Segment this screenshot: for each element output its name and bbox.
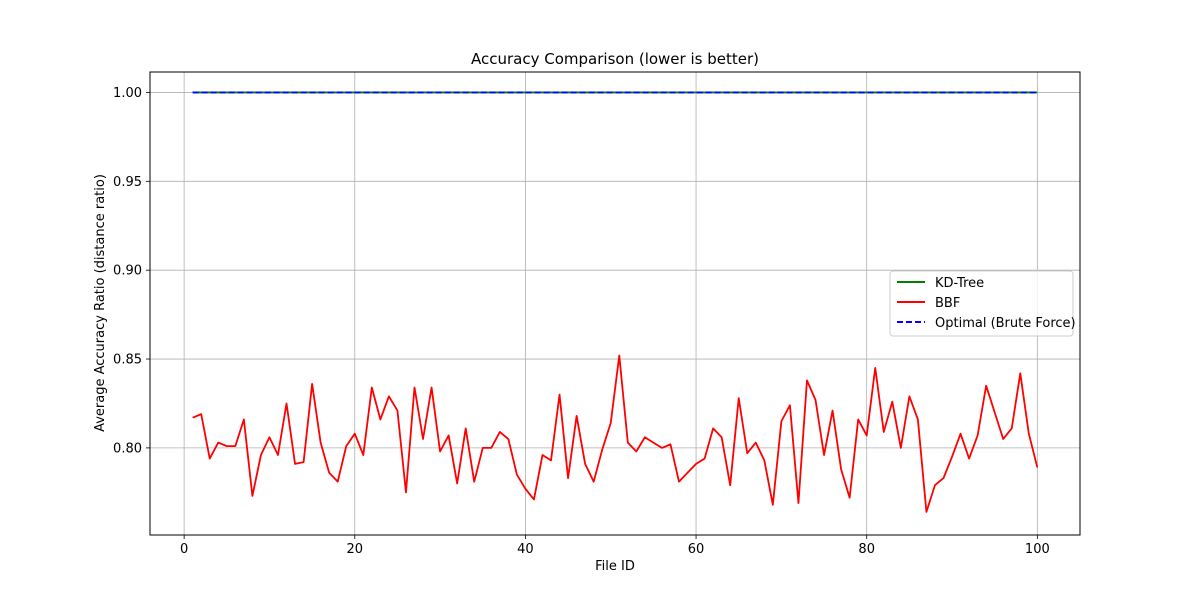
axis-ticks: 0 20 40 60 80 100 0.80 0.85 0.90 0.95 1.00 <box>113 86 1050 557</box>
y-axis-label: Average Accuracy Ratio (distance ratio) <box>93 174 108 432</box>
y-tick-label: 0.95 <box>113 175 142 190</box>
y-tick-label: 0.80 <box>113 441 142 456</box>
legend-label-bbf: BBF <box>935 296 960 311</box>
x-axis-label: File ID <box>595 559 635 574</box>
series-line-bbf <box>192 354 1039 513</box>
legend-label-kd-tree: KD-Tree <box>935 276 984 291</box>
chart-title: Accuracy Comparison (lower is better) <box>471 50 759 68</box>
x-tick-label: 20 <box>346 542 363 557</box>
legend-label-optimal: Optimal (Brute Force) <box>935 316 1076 331</box>
y-tick-label: 0.85 <box>113 353 142 368</box>
x-tick-label: 60 <box>688 542 705 557</box>
x-tick-label: 100 <box>1025 542 1050 557</box>
legend: KD-Tree BBF Optimal (Brute Force) <box>889 270 1076 337</box>
plot-area-frame <box>149 71 1081 536</box>
series-lines <box>192 91 1039 513</box>
y-tick-label: 1.00 <box>113 86 142 101</box>
x-tick-label: 80 <box>858 542 875 557</box>
legend-box <box>889 270 1074 337</box>
x-tick-label: 0 <box>180 542 188 557</box>
y-tick-label: 0.90 <box>113 264 142 279</box>
x-tick-label: 40 <box>517 542 534 557</box>
